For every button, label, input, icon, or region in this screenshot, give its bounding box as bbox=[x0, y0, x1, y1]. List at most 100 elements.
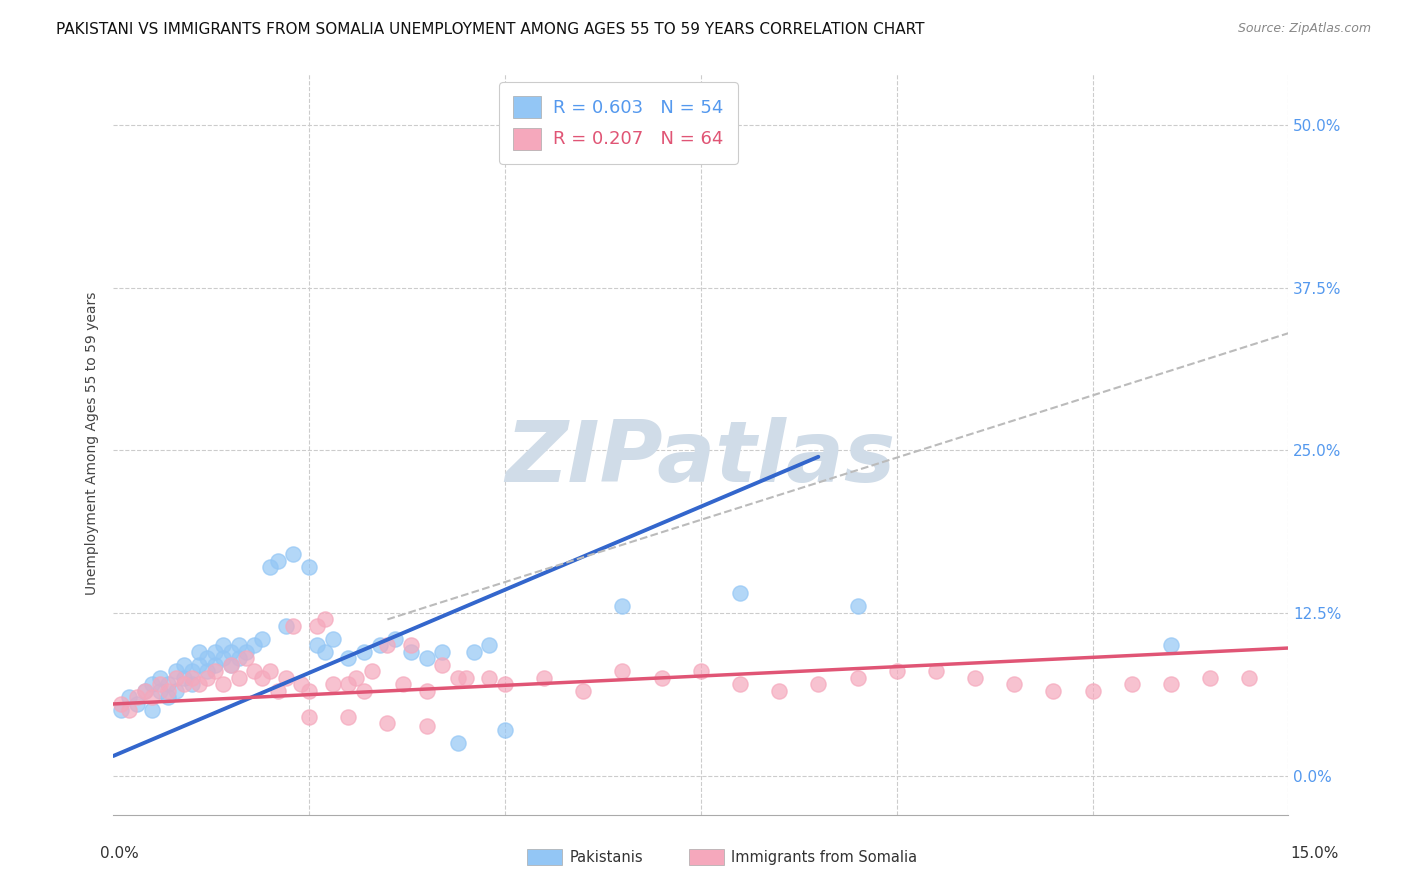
Point bbox=[322, 677, 344, 691]
Point bbox=[110, 697, 132, 711]
Point bbox=[228, 671, 250, 685]
Point bbox=[337, 710, 360, 724]
Point bbox=[188, 645, 211, 659]
Point bbox=[149, 684, 172, 698]
Point bbox=[494, 677, 516, 691]
Point bbox=[454, 671, 477, 685]
Point bbox=[219, 657, 242, 672]
Text: Pakistanis: Pakistanis bbox=[569, 850, 643, 864]
Point bbox=[110, 704, 132, 718]
Point bbox=[188, 657, 211, 672]
FancyBboxPatch shape bbox=[689, 849, 724, 865]
Point bbox=[478, 639, 501, 653]
Text: PAKISTANI VS IMMIGRANTS FROM SOMALIA UNEMPLOYMENT AMONG AGES 55 TO 59 YEARS CORR: PAKISTANI VS IMMIGRANTS FROM SOMALIA UNE… bbox=[56, 22, 925, 37]
Point bbox=[925, 665, 948, 679]
Point bbox=[314, 612, 336, 626]
Point bbox=[195, 671, 218, 685]
Point bbox=[180, 671, 202, 685]
Point bbox=[353, 684, 375, 698]
Point bbox=[173, 677, 195, 691]
Point bbox=[173, 671, 195, 685]
Point bbox=[157, 684, 180, 698]
Point bbox=[204, 665, 226, 679]
Point bbox=[125, 697, 148, 711]
Point bbox=[290, 677, 312, 691]
Text: ZIPatlas: ZIPatlas bbox=[506, 417, 896, 500]
Point bbox=[344, 671, 367, 685]
Text: 15.0%: 15.0% bbox=[1291, 846, 1339, 861]
Point bbox=[134, 684, 156, 698]
Point bbox=[494, 723, 516, 737]
Point bbox=[1121, 677, 1143, 691]
Point bbox=[118, 690, 141, 705]
Point bbox=[689, 665, 711, 679]
Point bbox=[195, 651, 218, 665]
Point bbox=[243, 665, 266, 679]
Point bbox=[173, 657, 195, 672]
Point bbox=[165, 684, 187, 698]
Point bbox=[612, 665, 634, 679]
Point bbox=[204, 645, 226, 659]
Point bbox=[1002, 677, 1025, 691]
Point bbox=[141, 677, 163, 691]
Point bbox=[432, 657, 454, 672]
Text: Source: ZipAtlas.com: Source: ZipAtlas.com bbox=[1237, 22, 1371, 36]
Point bbox=[259, 665, 281, 679]
Point bbox=[149, 671, 172, 685]
Point bbox=[314, 645, 336, 659]
Point bbox=[283, 619, 305, 633]
Text: 0.0%: 0.0% bbox=[100, 846, 139, 861]
Point bbox=[250, 671, 273, 685]
Point bbox=[337, 651, 360, 665]
Point bbox=[118, 704, 141, 718]
Point bbox=[298, 560, 321, 574]
Point bbox=[728, 677, 751, 691]
Point bbox=[180, 665, 202, 679]
Point bbox=[157, 690, 180, 705]
Point bbox=[212, 651, 235, 665]
Point bbox=[125, 690, 148, 705]
Point bbox=[250, 632, 273, 646]
Point bbox=[274, 671, 297, 685]
Point bbox=[134, 684, 156, 698]
Point bbox=[1042, 684, 1064, 698]
Point bbox=[846, 599, 869, 614]
Point bbox=[463, 645, 485, 659]
Point bbox=[228, 639, 250, 653]
Point bbox=[886, 665, 908, 679]
Point bbox=[1239, 671, 1261, 685]
Point bbox=[377, 639, 399, 653]
Legend: R = 0.603   N = 54, R = 0.207   N = 64: R = 0.603 N = 54, R = 0.207 N = 64 bbox=[499, 82, 738, 164]
Point bbox=[322, 632, 344, 646]
Point bbox=[478, 671, 501, 685]
Point bbox=[728, 586, 751, 600]
Point bbox=[235, 651, 257, 665]
Point bbox=[807, 677, 830, 691]
Point bbox=[353, 645, 375, 659]
Point bbox=[235, 645, 257, 659]
Text: Immigrants from Somalia: Immigrants from Somalia bbox=[731, 850, 917, 864]
Point bbox=[447, 736, 470, 750]
Point bbox=[228, 651, 250, 665]
Point bbox=[180, 677, 202, 691]
Point bbox=[399, 639, 422, 653]
Point bbox=[195, 665, 218, 679]
FancyBboxPatch shape bbox=[527, 849, 562, 865]
Point bbox=[612, 599, 634, 614]
Point bbox=[392, 677, 415, 691]
Point bbox=[212, 677, 235, 691]
Point bbox=[384, 632, 406, 646]
Y-axis label: Unemployment Among Ages 55 to 59 years: Unemployment Among Ages 55 to 59 years bbox=[86, 292, 100, 596]
Point bbox=[432, 645, 454, 659]
Point bbox=[165, 671, 187, 685]
Point bbox=[651, 671, 673, 685]
Point bbox=[165, 665, 187, 679]
Point bbox=[1160, 639, 1182, 653]
Point bbox=[188, 677, 211, 691]
Point bbox=[267, 554, 290, 568]
Point bbox=[533, 671, 555, 685]
Point bbox=[298, 684, 321, 698]
Point bbox=[259, 560, 281, 574]
Point bbox=[399, 645, 422, 659]
Point bbox=[157, 677, 180, 691]
